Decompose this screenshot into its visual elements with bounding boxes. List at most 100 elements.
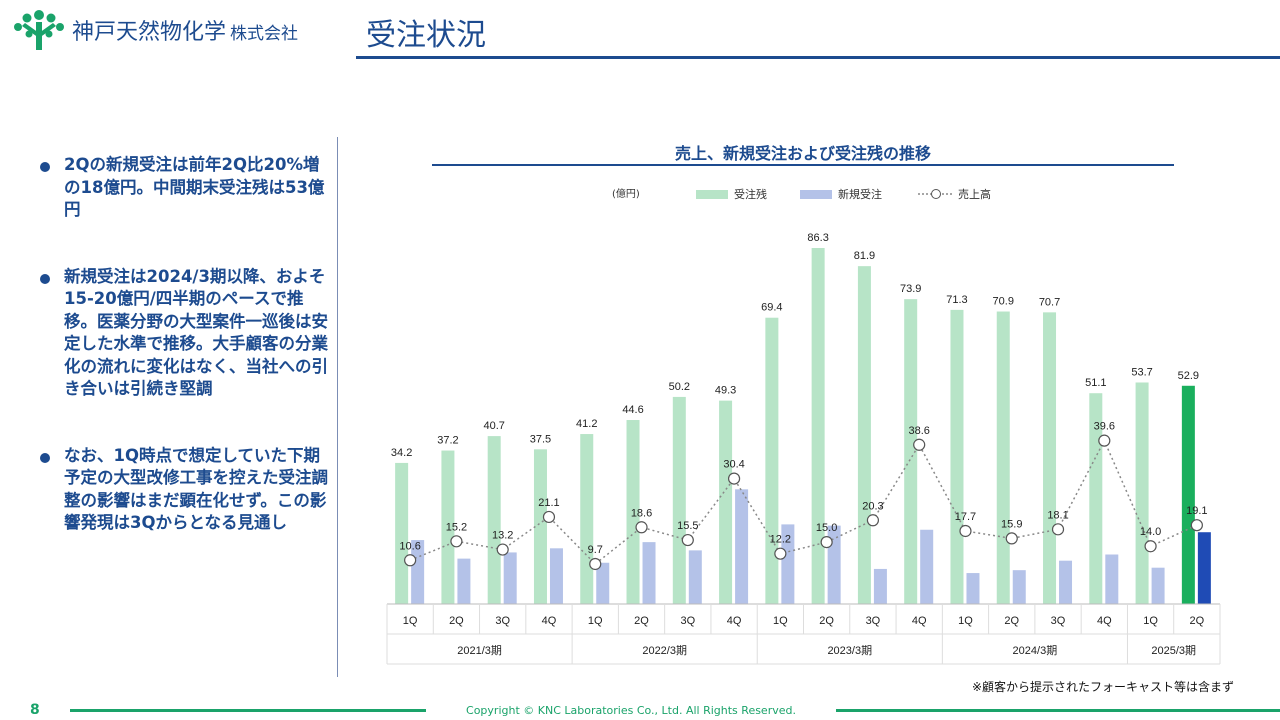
x-tick-label: 2Q [1004,615,1019,627]
chart-title-underline [432,164,1174,166]
backlog-bar [626,420,640,604]
backlog-data-label: 49.3 [715,385,736,397]
backlog-bar [1043,312,1057,604]
backlog-bar [996,311,1010,604]
x-tick-label: 4Q [912,615,927,627]
new-orders-bar [1059,560,1073,604]
sales-data-label: 15.2 [446,521,467,533]
x-tick-label: 3Q [495,615,510,627]
backlog-data-label: 52.9 [1178,370,1199,382]
copyright-text: Copyright © KNC Laboratories Co., Ltd. A… [466,704,796,717]
legend-label: 新規受注 [838,188,882,201]
sales-data-label: 15.0 [816,522,837,534]
backlog-bar [1089,393,1103,604]
sales-point [774,547,787,560]
backlog-bar [441,450,455,604]
sales-point [1190,519,1203,532]
sales-data-label: 15.5 [677,520,698,532]
sales-data-label: 13.2 [492,530,513,542]
legend-item-new-orders: 新規受注 [800,186,882,202]
sales-point [727,472,741,485]
backlog-bar [857,266,871,604]
new-orders-bar [781,524,795,604]
backlog-data-label: 40.7 [483,420,504,432]
new-orders-bar [735,489,749,604]
sales-point [450,535,463,548]
period-label: 2024/3期 [1013,644,1058,657]
sales-point [1051,523,1065,536]
legend-swatch-sales [918,189,954,199]
sales-data-label: 39.6 [1094,421,1115,433]
legend-swatch-backlog [696,189,728,199]
legend-swatch-new-orders [800,189,832,199]
backlog-data-label: 70.9 [993,296,1014,308]
x-tick-label: 1Q [1143,615,1158,627]
backlog-bar [533,449,547,604]
sales-data-label: 18.1 [1047,509,1068,521]
backlog-data-label: 37.5 [530,433,551,445]
x-tick-label: 2Q [449,615,464,627]
backlog-bar [1135,382,1149,604]
sales-data-label: 12.2 [770,534,791,546]
sales-point [542,510,556,524]
backlog-data-label: 50.2 [669,381,690,393]
footer-rule-right [836,709,1280,712]
sales-point [913,438,926,451]
new-orders-bar [503,552,517,604]
backlog-bar [580,434,594,604]
new-orders-bar [1105,554,1119,604]
x-tick-label: 4Q [1097,615,1112,627]
period-label: 2022/3期 [642,644,687,657]
x-tick-label: 2Q [1190,615,1205,627]
sales-data-label: 14.0 [1140,526,1161,538]
x-tick-label: 1Q [403,615,418,627]
chart-title: 売上、新規受注および受注残の推移 [674,144,931,163]
x-tick-label: 3Q [866,615,881,627]
new-orders-bar [688,550,702,604]
backlog-bar [719,400,733,604]
new-orders-bar [596,562,610,604]
sales-point [635,521,648,534]
new-orders-bar [873,568,887,604]
sales-data-label: 21.1 [538,497,559,509]
sales-point [1005,532,1018,545]
backlog-bar [950,309,964,604]
backlog-data-label: 71.3 [946,294,967,306]
backlog-data-label: 44.6 [622,404,643,416]
backlog-data-label: 69.4 [761,302,782,314]
new-orders-bar [920,529,934,604]
backlog-data-label: 70.7 [1039,296,1060,308]
title-underline [356,56,1280,59]
vertical-divider [337,137,338,677]
backlog-bar [672,396,686,604]
backlog-bar [765,317,779,604]
x-tick-label: 3Q [680,615,695,627]
backlog-bar [904,299,918,604]
x-tick-label: 1Q [958,615,973,627]
bullet-item: 新規受注は2024/3期以降、およそ15-20億円/四半期のペースで推移。医薬分… [38,266,328,401]
sales-data-label: 9.7 [588,544,603,556]
bullet-item: 2Qの新規受注は前年2Q比20%増の18億円。中間期末受注残は53億円 [38,154,328,222]
sales-data-label: 38.6 [908,425,929,437]
legend-item-backlog: 受注残 [696,186,767,202]
summary-bullets: 2Qの新規受注は前年2Q比20%増の18億円。中間期末受注残は53億円 新規受注… [38,154,328,535]
backlog-bar [395,462,409,604]
backlog-data-label: 53.7 [1131,366,1152,378]
sales-data-label: 10.6 [399,540,420,552]
new-orders-bar [1197,532,1211,604]
backlog-bar [487,436,501,604]
page-number: 8 [30,702,40,718]
legend-label: 受注残 [734,188,767,201]
sales-data-label: 30.4 [723,459,744,471]
sales-point [496,543,509,556]
backlog-data-label: 37.2 [437,435,458,447]
sales-line [409,438,1198,565]
period-label: 2025/3期 [1151,644,1196,657]
period-label: 2023/3期 [827,644,872,657]
new-orders-bar [966,573,980,604]
footer-rule-left [70,709,426,712]
bullet-item: なお、1Q時点で想定していた下期予定の大型改修工事を控えた受注調整の影響はまだ顕… [38,445,328,535]
sales-point [1144,540,1157,553]
sales-point [589,557,602,571]
